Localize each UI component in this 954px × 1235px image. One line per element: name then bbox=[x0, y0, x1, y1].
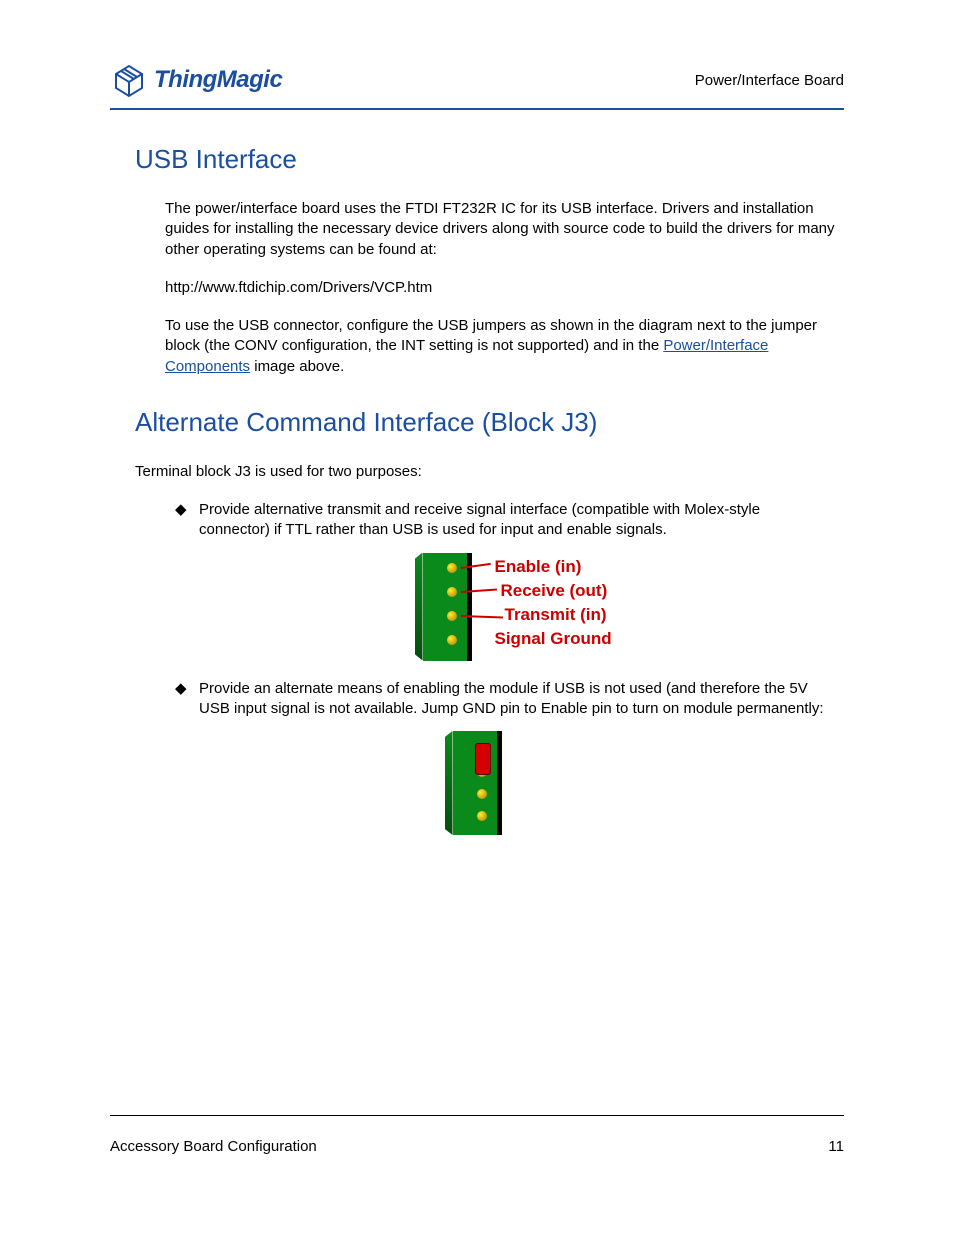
pin bbox=[447, 611, 457, 621]
header-section-label: Power/Interface Board bbox=[695, 72, 844, 89]
list-item: ◆ Provide alternative transmit and recei… bbox=[175, 500, 844, 541]
page-footer: Accessory Board Configuration 11 bbox=[110, 1115, 844, 1155]
url-text: http://www.ftdichip.com/Drivers/VCP.htm bbox=[165, 278, 844, 298]
pin-label: Enable (in) bbox=[495, 557, 582, 577]
connector-block bbox=[423, 553, 472, 661]
footer-left: Accessory Board Configuration bbox=[110, 1138, 317, 1155]
bullet-icon: ◆ bbox=[175, 500, 199, 541]
paragraph: To use the USB connector, configure the … bbox=[165, 316, 844, 377]
text: image above. bbox=[250, 358, 344, 375]
page-number: 11 bbox=[828, 1138, 844, 1155]
heading-usb-interface: USB Interface bbox=[135, 144, 844, 175]
pin-label: Signal Ground bbox=[495, 629, 612, 649]
pin bbox=[447, 563, 457, 573]
connector-block bbox=[453, 731, 502, 835]
logo-icon bbox=[110, 60, 148, 100]
pin bbox=[477, 789, 487, 799]
diagram-j3-jumper bbox=[110, 731, 844, 835]
list-item: ◆ Provide an alternate means of enabling… bbox=[175, 679, 844, 720]
jumper bbox=[475, 743, 491, 775]
diagram-j3-labeled: Enable (in) Receive (out) Transmit (in) … bbox=[110, 553, 844, 661]
list-item-text: Provide alternative transmit and receive… bbox=[199, 500, 844, 541]
paragraph: The power/interface board uses the FTDI … bbox=[165, 199, 844, 260]
pin-label: Receive (out) bbox=[501, 581, 608, 601]
pin bbox=[447, 635, 457, 645]
list-item-text: Provide an alternate means of enabling t… bbox=[199, 679, 844, 720]
bullet-icon: ◆ bbox=[175, 679, 199, 720]
pin bbox=[447, 587, 457, 597]
page-header: ThingMagic Power/Interface Board bbox=[110, 60, 844, 110]
paragraph: Terminal block J3 is used for two purpos… bbox=[135, 462, 844, 482]
heading-alt-command-interface: Alternate Command Interface (Block J3) bbox=[135, 407, 844, 438]
logo: ThingMagic bbox=[110, 60, 282, 100]
logo-text: ThingMagic bbox=[154, 66, 282, 94]
pin bbox=[477, 811, 487, 821]
pin-label: Transmit (in) bbox=[505, 605, 607, 625]
